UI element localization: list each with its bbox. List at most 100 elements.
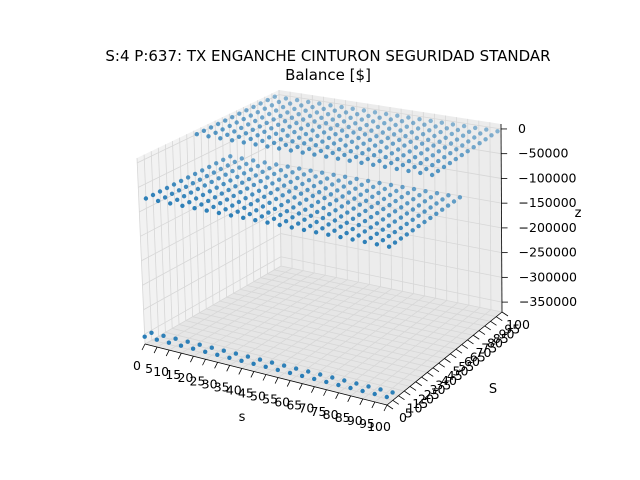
data-point: [281, 363, 287, 368]
data-point: [366, 113, 371, 119]
data-point: [260, 204, 266, 209]
data-point: [230, 203, 235, 208]
data-point: [422, 219, 427, 225]
data-point: [313, 143, 318, 148]
y-tick-label: 10: [407, 401, 423, 416]
data-point: [283, 219, 289, 224]
data-point: [435, 168, 441, 174]
data-point: [311, 183, 317, 189]
data-point: [240, 180, 245, 185]
data-point: [255, 110, 260, 115]
grid-line-x-back: [389, 106, 392, 290]
data-point: [230, 168, 235, 174]
grid-line-y-side: [193, 130, 200, 313]
data-point: [256, 188, 262, 193]
data-point: [309, 203, 314, 208]
data-point: [411, 186, 417, 192]
grid-line-x-back: [356, 101, 359, 283]
data-point: [338, 234, 343, 240]
data-point: [262, 160, 267, 165]
data-point: [308, 223, 313, 229]
x-tick-mark: [298, 383, 303, 390]
data-point: [341, 119, 347, 124]
data-point: [204, 173, 210, 179]
data-point: [155, 198, 161, 204]
data-point: [272, 171, 277, 177]
data-point: [382, 186, 387, 192]
data-point: [216, 210, 222, 216]
data-point: [269, 126, 274, 131]
data-point: [312, 376, 317, 382]
data-point: [224, 197, 230, 202]
grid-line-y-side: [136, 157, 146, 345]
grid-line-y-side: [157, 147, 166, 333]
data-point: [262, 194, 267, 199]
data-point: [201, 128, 207, 133]
data-point: [454, 137, 460, 142]
data-point: [371, 162, 376, 167]
grid-line-z-back: [279, 117, 502, 155]
data-point: [406, 158, 412, 164]
data-point: [341, 184, 346, 189]
data-point: [332, 218, 338, 223]
data-point: [183, 184, 189, 189]
grid-line-x-back: [378, 105, 381, 287]
data-point: [406, 168, 411, 174]
grid-line-y-side: [228, 113, 234, 294]
data-point: [236, 199, 242, 205]
data-point: [269, 360, 275, 365]
x-tick-mark: [165, 349, 170, 357]
x-tick-mark: [214, 362, 218, 369]
data-point: [330, 182, 335, 187]
data-point: [292, 195, 297, 200]
data-point: [410, 217, 415, 222]
x-tick-mark: [347, 395, 352, 403]
data-point: [407, 149, 412, 154]
data-point: [296, 211, 302, 216]
data-point: [212, 195, 218, 200]
x-tick-label: 95: [359, 416, 375, 431]
data-point: [418, 160, 423, 166]
data-point: [221, 157, 226, 162]
data-point: [166, 340, 172, 345]
data-point: [399, 119, 405, 124]
data-point: [276, 146, 282, 151]
data-point: [271, 117, 276, 122]
data-point: [185, 175, 191, 180]
data-point: [364, 122, 369, 128]
data-point: [416, 203, 422, 208]
data-point: [279, 202, 284, 208]
data-point: [356, 233, 361, 238]
x-tick-mark: [359, 398, 364, 406]
x-tick-label: 25: [190, 373, 206, 388]
data-point: [354, 381, 359, 386]
data-point: [437, 139, 442, 144]
data-point: [398, 128, 403, 133]
grid-line-z-side: [142, 210, 281, 286]
data-point: [441, 164, 447, 170]
data-point: [253, 173, 258, 178]
data-point: [473, 125, 478, 131]
x-tick-mark: [335, 392, 339, 399]
data-point: [438, 129, 443, 135]
grid-line-z-back: [280, 233, 502, 278]
x-tick-mark: [141, 343, 146, 351]
data-point: [168, 201, 173, 206]
y-tick-mark: [484, 325, 491, 331]
data-point: [251, 361, 256, 366]
data-point: [221, 348, 226, 353]
data-point: [340, 194, 345, 199]
data-point: [271, 216, 277, 221]
data-point: [180, 203, 185, 208]
data-point: [371, 153, 377, 158]
data-point: [425, 147, 430, 152]
y-tick-label: 55: [458, 359, 474, 374]
data-point: [374, 231, 379, 236]
data-point: [317, 189, 322, 195]
data-point: [255, 163, 261, 169]
data-point: [327, 212, 332, 217]
x-tick-mark: [262, 374, 267, 381]
data-point: [416, 223, 421, 229]
data-point: [362, 229, 367, 234]
data-point: [365, 156, 370, 162]
